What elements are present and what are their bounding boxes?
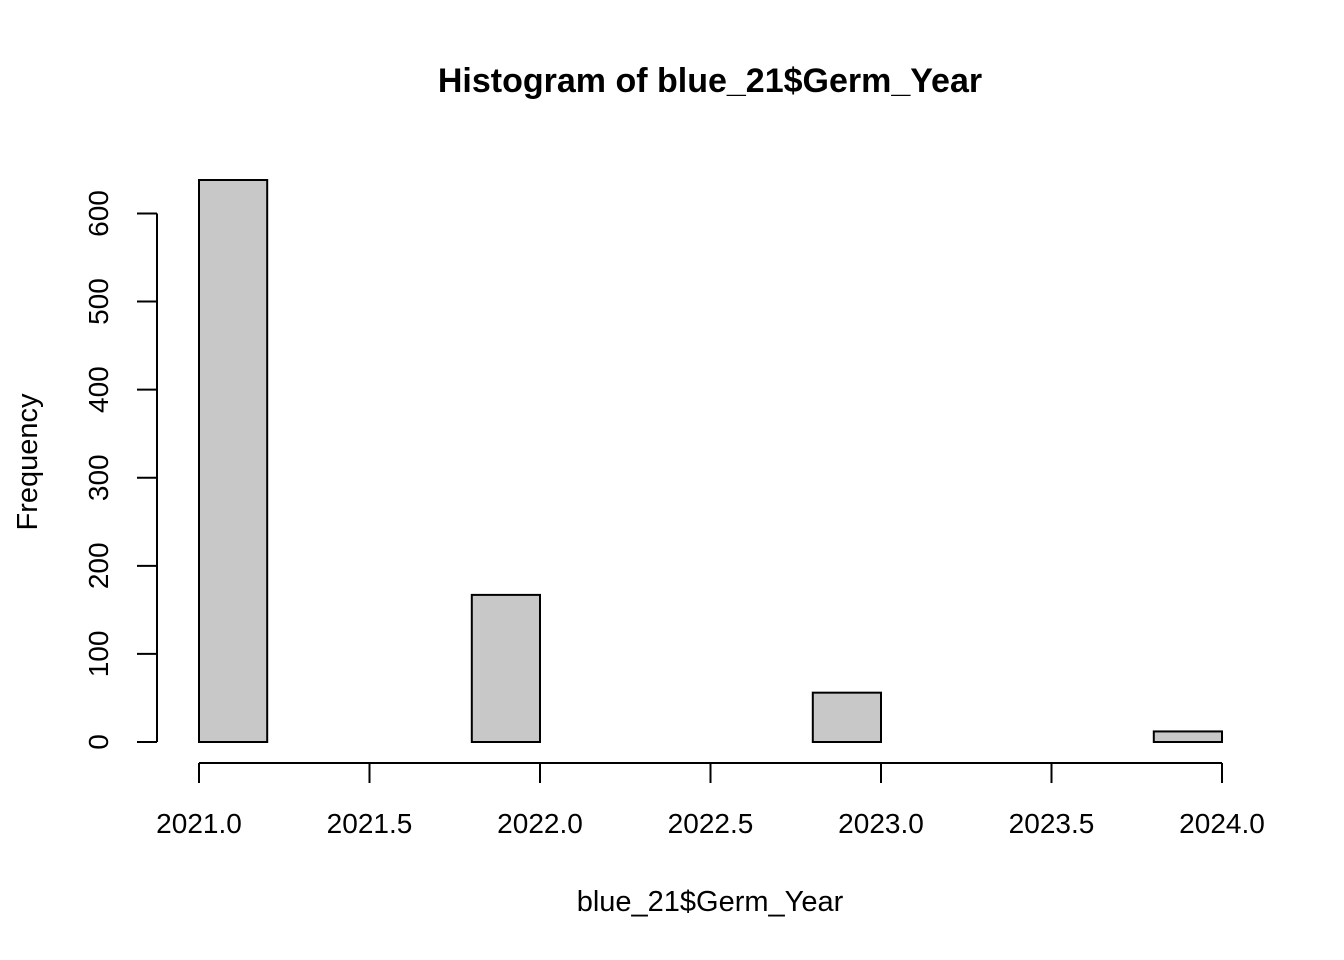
y-tick-label: 500 [83,278,114,325]
x-tick-label: 2021.0 [156,808,242,839]
x-tick-label: 2022.0 [497,808,583,839]
y-tick-label: 300 [83,454,114,501]
x-axis-label: blue_21$Germ_Year [577,886,844,918]
y-tick-label: 400 [83,366,114,413]
histogram-bar [198,179,269,743]
histogram-bar [811,691,882,743]
x-tick-label: 2023.0 [838,808,924,839]
x-tick-label: 2023.5 [1009,808,1095,839]
chart-title: Histogram of blue_21$Germ_Year [438,62,982,100]
y-tick-label: 100 [83,631,114,678]
y-tick-label: 600 [83,190,114,237]
x-tick-label: 2024.0 [1179,808,1265,839]
y-axis-label: Frequency [12,393,44,531]
y-tick-label: 200 [83,542,114,589]
x-tick-label: 2021.5 [327,808,413,839]
x-tick-label: 2022.5 [668,808,754,839]
x-axis: 2021.0 2021.5 2022.0 2022.5 2023.0 2023.5 2024… [156,762,1265,839]
y-axis: 0 100 200 300 400 500 600 [83,190,158,750]
histogram-bars [198,179,1224,744]
y-tick-label: 0 [83,734,114,750]
histogram-bar [1152,730,1224,743]
histogram-bar [470,593,541,744]
